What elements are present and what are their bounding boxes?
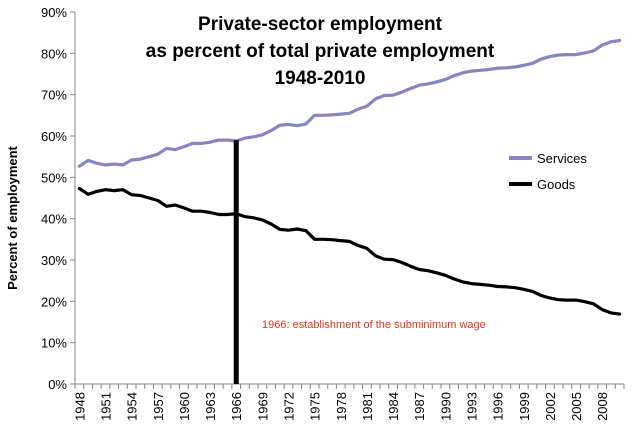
x-tick-label: 1957 [151, 392, 166, 421]
y-tick-label: 30% [41, 253, 67, 268]
y-tick-label: 70% [41, 88, 67, 103]
x-tick-label: 1993 [465, 392, 480, 421]
x-tick-label: 2008 [595, 392, 610, 421]
series-line-goods [77, 186, 622, 316]
chart-title: Private-sector employment as percent of … [146, 14, 495, 89]
x-tick-label: 1987 [412, 392, 427, 421]
x-tick-label: 1972 [282, 392, 297, 421]
x-tick-label: 1963 [203, 392, 218, 421]
x-axis: 1948 1951 1954 1957 1960 1963 1966 1969 1972 1975… [72, 383, 625, 421]
legend-label-services: Services [537, 151, 587, 166]
x-tick-label: 1948 [72, 392, 87, 421]
y-axis: 0% 10% 20% 30% 40% 50% 60% 70% 80% 90% [41, 5, 76, 392]
y-axis-title: Percent of employment [5, 145, 20, 289]
x-tick-label: 1969 [255, 392, 270, 421]
series-layer [77, 38, 622, 316]
y-tick-label: 20% [41, 294, 67, 309]
legend-label-goods: Goods [537, 177, 576, 192]
x-tick-label: 2005 [569, 392, 584, 421]
annotation-text: 1966: establishment of the subminimum wa… [262, 319, 486, 331]
x-tick-label: 1990 [438, 392, 453, 421]
x-tick-label: 1960 [177, 392, 192, 421]
y-tick-label: 40% [41, 212, 67, 227]
chart-title-line-1: Private-sector employment [198, 14, 443, 35]
legend: Services Goods [509, 151, 587, 192]
x-tick-label: 1954 [125, 392, 140, 421]
x-tick-label: 1975 [308, 392, 323, 421]
series-line-services [77, 38, 622, 168]
y-tick-label: 80% [41, 46, 67, 61]
x-tick-label: 1996 [491, 392, 506, 421]
y-tick-label: 10% [41, 336, 67, 351]
x-tick-label: 1999 [517, 392, 532, 421]
chart-title-line-2: as percent of total private employment [146, 41, 495, 62]
x-tick-label: 2002 [543, 392, 558, 421]
y-tick-label: 90% [41, 5, 67, 20]
x-tick-label: 1984 [386, 392, 401, 421]
y-tick-label: 0% [48, 377, 67, 392]
x-tick-label: 1981 [360, 392, 375, 421]
x-tick-label: 1966 [229, 392, 244, 421]
chart-title-line-3: 1948-2010 [275, 68, 366, 89]
x-tick-label: 1978 [334, 392, 349, 421]
x-tick-label: 1951 [99, 392, 114, 421]
y-tick-label: 60% [41, 129, 67, 144]
y-tick-label: 50% [41, 170, 67, 185]
